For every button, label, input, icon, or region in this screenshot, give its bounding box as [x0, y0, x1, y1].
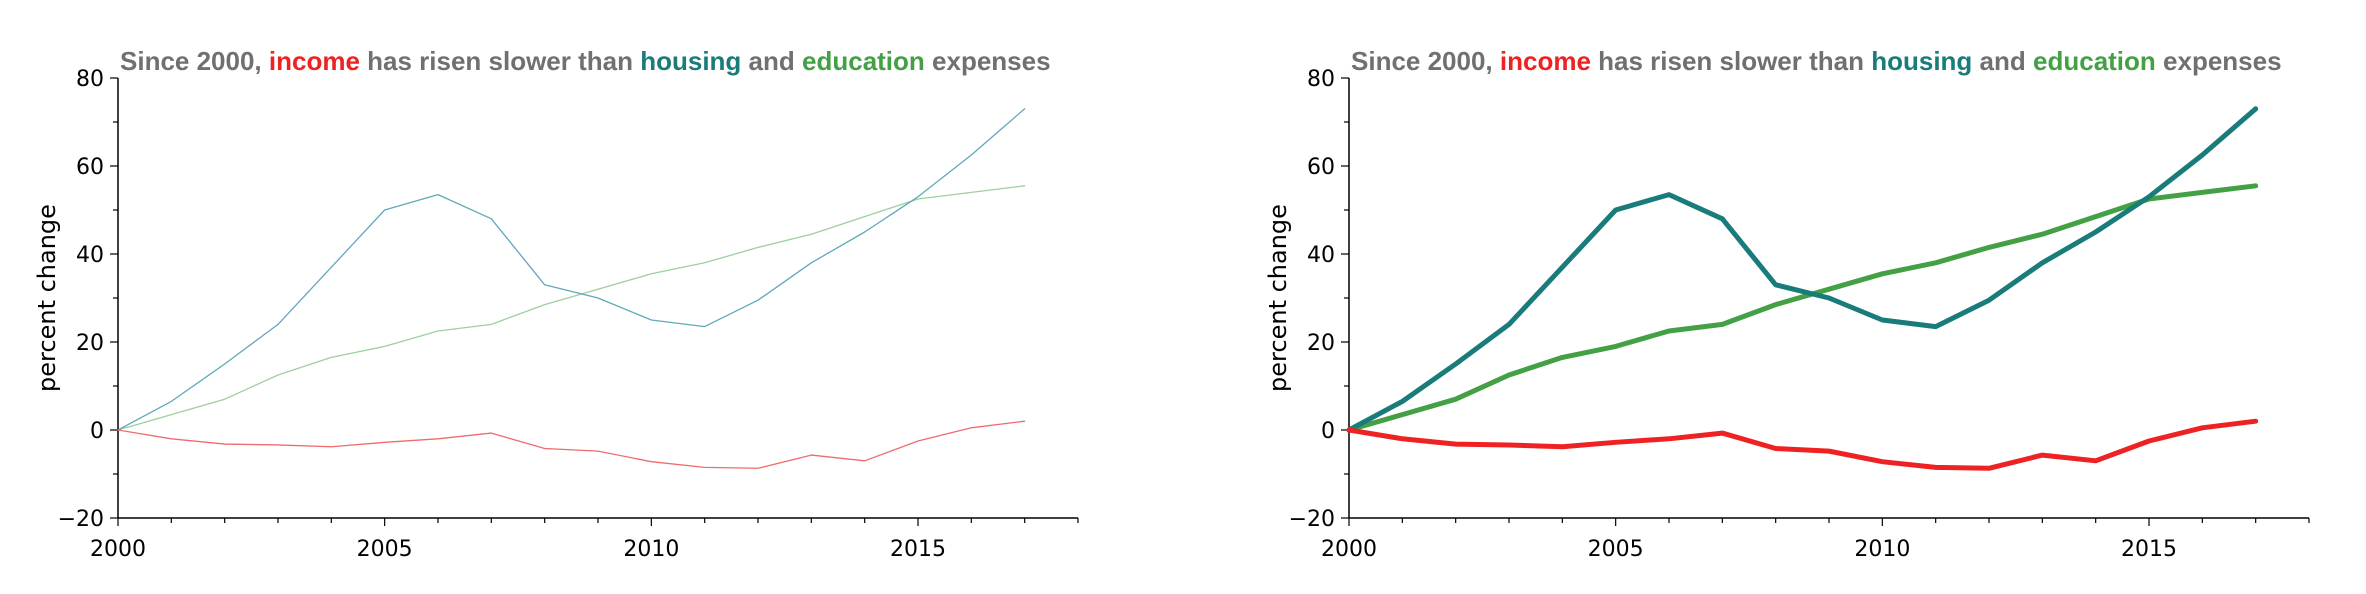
chart1-y-tick-label: 20 — [1307, 331, 1335, 356]
chart0-title: Since 2000, income has risen slower than… — [120, 46, 1051, 76]
chart0-title-housing: housing — [633, 46, 741, 76]
chart0-title-prefix: Since 2000, — [120, 46, 262, 76]
chart0-y-tick-label: 40 — [76, 243, 104, 268]
chart1-title-education: education — [2026, 46, 2156, 76]
chart1-x-tick-label: 2015 — [2121, 537, 2177, 562]
chart0-y-tick-label: 80 — [76, 67, 104, 92]
chart0-series-line-education — [117, 185, 1026, 431]
chart1-x-tick-label: 2000 — [1321, 537, 1377, 562]
chart0-x-tick-label: 2005 — [357, 537, 413, 562]
chart1-title-prefix: Since 2000, — [1351, 46, 1493, 76]
chart1-title-suffix: expenses — [2156, 46, 2282, 76]
chart-panel-left: −20 0 20 40 60 80 2000 2005 2010 2015 percent chan… — [33, 46, 1079, 562]
chart1-y-tick-label: 0 — [1321, 419, 1335, 444]
chart1-series-line-housing — [1346, 106, 2259, 433]
chart0-y-tick-label: 60 — [76, 155, 104, 180]
chart1-series-line-income — [1346, 418, 2259, 471]
chart0-x-tick-label: 2000 — [90, 537, 146, 562]
chart1-x-tick-label: 2005 — [1588, 537, 1644, 562]
chart1-y-axis-label: percent change — [1264, 204, 1292, 392]
chart0-x-tick-label: 2015 — [890, 537, 946, 562]
chart1-y-tick-label: 60 — [1307, 155, 1335, 180]
chart0-x-tick-label: 2010 — [623, 537, 679, 562]
chart0-y-tick-label: 20 — [76, 331, 104, 356]
chart-panel-right: −20 0 20 40 60 80 2000 2005 2010 2015 percent chan… — [1264, 46, 2310, 562]
chart0-title-mid2: and — [741, 46, 794, 76]
chart0-title-mid1: has risen slower than — [360, 46, 633, 76]
chart1-series-line-education — [1346, 183, 2259, 433]
chart0-y-tick-label: −20 — [58, 507, 104, 532]
chart0-title-suffix: expenses — [925, 46, 1051, 76]
chart1-y-tick-label: −20 — [1289, 507, 1335, 532]
chart1-y-tick-label: 80 — [1307, 67, 1335, 92]
chart1-title-income: income — [1493, 46, 1591, 76]
chart1-title-housing: housing — [1864, 46, 1972, 76]
chart1-title: Since 2000, income has risen slower than… — [1351, 46, 2282, 76]
chart0-y-axis-label: percent change — [33, 204, 61, 392]
chart1-title-mid2: and — [1972, 46, 2025, 76]
chart1-y-tick-label: 40 — [1307, 243, 1335, 268]
chart0-series-line-income — [117, 420, 1026, 469]
chart0-series-line-housing — [117, 108, 1026, 431]
chart0-y-tick-label: 0 — [90, 419, 104, 444]
chart1-x-tick-label: 2010 — [1854, 537, 1910, 562]
chart0-title-education: education — [795, 46, 925, 76]
chart0-title-income: income — [262, 46, 360, 76]
chart1-title-mid1: has risen slower than — [1591, 46, 1864, 76]
